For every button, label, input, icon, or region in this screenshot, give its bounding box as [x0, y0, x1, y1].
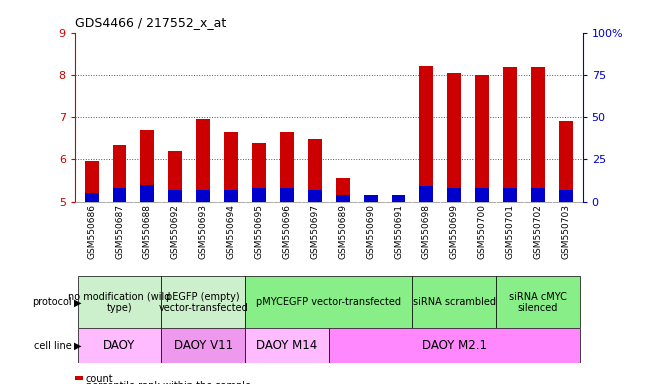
Bar [77, 328, 161, 363]
Text: pMYCEGFP vector-transfected: pMYCEGFP vector-transfected [256, 297, 401, 308]
Bar [336, 179, 350, 202]
Text: GSM550695: GSM550695 [255, 204, 264, 259]
Bar [141, 185, 154, 202]
Bar [531, 67, 545, 202]
Text: DAOY V11: DAOY V11 [174, 339, 233, 352]
Bar [419, 186, 434, 202]
Bar [503, 67, 517, 202]
Bar [196, 119, 210, 202]
Bar [280, 132, 294, 202]
Text: siRNA scrambled: siRNA scrambled [413, 297, 496, 308]
Text: GSM550703: GSM550703 [561, 204, 570, 259]
Bar [391, 197, 406, 202]
Text: ▶: ▶ [74, 297, 81, 308]
Text: GSM550700: GSM550700 [478, 204, 487, 259]
Text: DAOY M2.1: DAOY M2.1 [422, 339, 487, 352]
Bar [224, 132, 238, 202]
Bar [169, 190, 182, 202]
Text: no modification (wild
type): no modification (wild type) [68, 291, 171, 313]
Bar [308, 139, 322, 202]
Bar [113, 145, 126, 202]
Bar [280, 188, 294, 202]
Text: siRNA cMYC
silenced: siRNA cMYC silenced [509, 291, 567, 313]
Bar [391, 195, 406, 202]
Bar [245, 328, 329, 363]
Text: cell line: cell line [34, 341, 72, 351]
Text: GSM550688: GSM550688 [143, 204, 152, 259]
Text: GSM550699: GSM550699 [450, 204, 459, 259]
Text: GSM550698: GSM550698 [422, 204, 431, 259]
Text: DAOY: DAOY [104, 339, 135, 352]
Bar [169, 151, 182, 202]
Bar [496, 276, 580, 328]
Bar [77, 276, 161, 328]
Bar [329, 328, 580, 363]
Bar [364, 195, 378, 202]
Bar [447, 73, 462, 202]
Text: ▶: ▶ [74, 341, 81, 351]
Bar [364, 197, 378, 202]
Bar [336, 195, 350, 202]
Text: GSM550691: GSM550691 [394, 204, 403, 259]
Bar [85, 193, 98, 202]
Bar [413, 276, 496, 328]
Bar [531, 188, 545, 202]
Text: GSM550696: GSM550696 [283, 204, 292, 259]
Text: protocol: protocol [32, 297, 72, 308]
Bar [252, 188, 266, 202]
Bar [245, 276, 413, 328]
Bar [161, 276, 245, 328]
Bar [113, 188, 126, 202]
Text: GSM550686: GSM550686 [87, 204, 96, 259]
Bar [503, 188, 517, 202]
Text: DAOY M14: DAOY M14 [256, 339, 318, 352]
Text: percentile rank within the sample: percentile rank within the sample [86, 381, 251, 384]
Bar [252, 143, 266, 202]
Bar [559, 190, 573, 202]
Bar [196, 190, 210, 202]
Bar [224, 190, 238, 202]
Bar [161, 328, 245, 363]
Bar [419, 66, 434, 202]
Text: count: count [86, 374, 113, 384]
Text: GSM550697: GSM550697 [311, 204, 319, 259]
Text: GSM550692: GSM550692 [171, 204, 180, 259]
Text: GSM550694: GSM550694 [227, 204, 236, 259]
Text: GSM550702: GSM550702 [534, 204, 542, 259]
Bar [559, 121, 573, 202]
Bar [447, 188, 462, 202]
Text: GSM550687: GSM550687 [115, 204, 124, 259]
Text: GSM550689: GSM550689 [339, 204, 347, 259]
Text: GSM550693: GSM550693 [199, 204, 208, 259]
Text: GDS4466 / 217552_x_at: GDS4466 / 217552_x_at [75, 16, 226, 29]
Bar [475, 75, 489, 202]
Bar [141, 130, 154, 202]
Bar [308, 190, 322, 202]
Text: GSM550690: GSM550690 [366, 204, 375, 259]
Bar [85, 162, 98, 202]
Text: pEGFP (empty)
vector-transfected: pEGFP (empty) vector-transfected [158, 291, 248, 313]
Text: GSM550701: GSM550701 [506, 204, 514, 259]
Bar [475, 188, 489, 202]
